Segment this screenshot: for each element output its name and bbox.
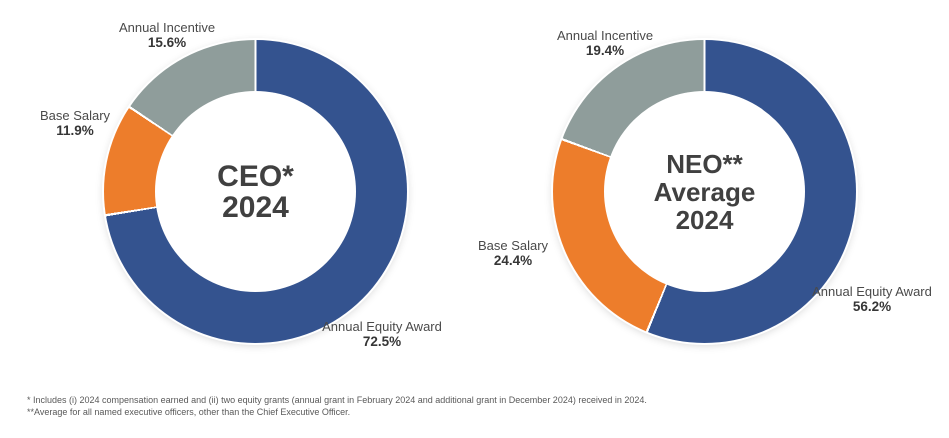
- neo-annual-equity-pct: 56.2%: [852, 299, 892, 314]
- ceo-annual-equity-name: Annual Equity Award: [322, 319, 442, 334]
- ceo-annual-incentive-pct: 15.6%: [147, 35, 187, 50]
- ceo-base-salary-label: Base Salary 11.9%: [10, 108, 140, 138]
- ceo-annual-equity-label: Annual Equity Award 72.5%: [317, 319, 447, 349]
- neo-base-salary-label: Base Salary 24.4%: [448, 238, 578, 268]
- ceo-annual-equity-pct: 72.5%: [362, 334, 402, 349]
- ceo-annual-incentive-name: Annual Incentive: [118, 20, 216, 35]
- neo-base-salary-name: Base Salary: [477, 238, 549, 253]
- footnotes: * Includes (i) 2024 compensation earned …: [27, 395, 907, 418]
- ceo-base-salary-name: Base Salary: [39, 108, 111, 123]
- neo-annual-incentive-pct: 19.4%: [585, 43, 625, 58]
- neo-annual-equity-label: Annual Equity Award 56.2%: [807, 284, 937, 314]
- neo-base-salary-pct: 24.4%: [493, 253, 533, 268]
- neo-annual-equity-name: Annual Equity Award: [812, 284, 932, 299]
- footnote-neo: **Average for all named executive office…: [27, 406, 351, 417]
- neo-annual-incentive-name: Annual Incentive: [556, 28, 654, 43]
- ceo-donut-chart: [104, 40, 407, 343]
- footnote-ceo: * Includes (i) 2024 compensation earned …: [27, 395, 647, 405]
- ceo-annual-incentive-label: Annual Incentive 15.6%: [92, 20, 242, 50]
- neo-donut-chart: [553, 40, 856, 343]
- neo-annual-incentive-label: Annual Incentive 19.4%: [530, 28, 680, 58]
- ceo-base-salary-pct: 11.9%: [56, 123, 94, 138]
